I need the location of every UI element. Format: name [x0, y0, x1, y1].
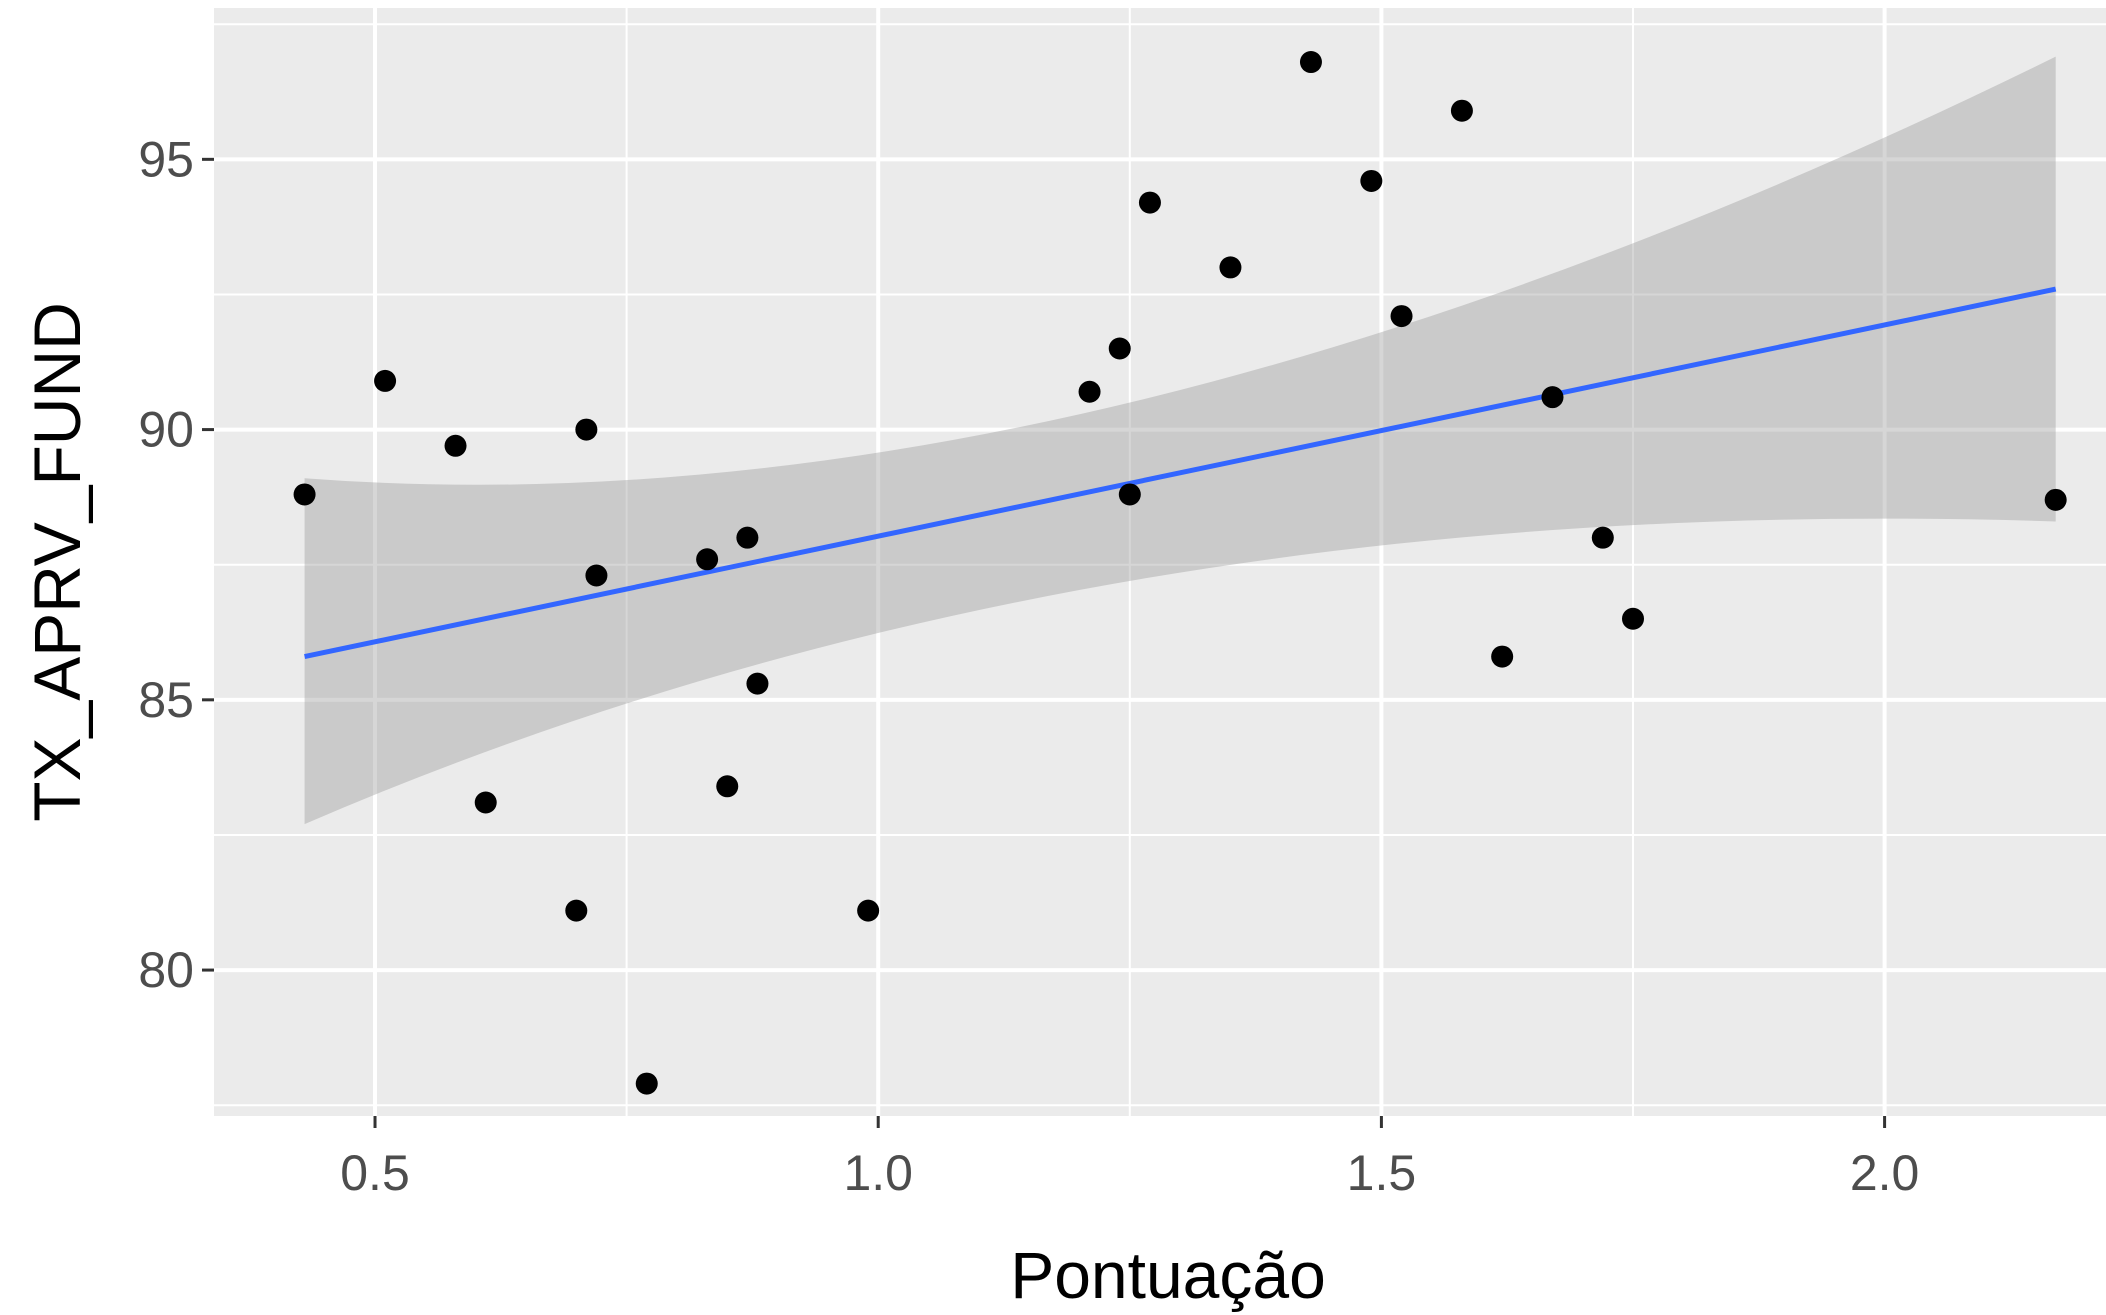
data-point — [1491, 645, 1514, 668]
y-axis: 80 85 90 95 — [138, 131, 214, 998]
x-tick-label: 1.5 — [1347, 1145, 1417, 1201]
data-point — [1450, 99, 1473, 122]
data-points — [293, 51, 2067, 1095]
x-axis-title: Pontuação — [1010, 1238, 1326, 1312]
data-point — [1118, 483, 1141, 506]
data-point — [575, 418, 598, 441]
data-point — [1108, 337, 1131, 360]
data-point — [1360, 169, 1383, 192]
confidence-band — [304, 56, 2056, 825]
data-point — [1299, 51, 1322, 74]
data-point — [293, 483, 316, 506]
data-point — [1138, 191, 1161, 214]
x-tick-label: 1.0 — [843, 1145, 913, 1201]
y-tick-label: 85 — [138, 672, 194, 728]
data-point — [444, 434, 467, 457]
regression-line — [304, 286, 2057, 660]
y-tick-label: 90 — [138, 402, 194, 458]
data-point — [746, 672, 769, 695]
data-point — [374, 369, 397, 392]
data-point — [635, 1072, 658, 1095]
x-tick-label: 2.0 — [1850, 1145, 1920, 1201]
data-point — [1541, 386, 1564, 409]
y-tick-label: 80 — [138, 942, 194, 998]
data-point — [2044, 488, 2067, 511]
data-point — [857, 899, 880, 922]
data-point — [736, 526, 759, 549]
data-point — [1622, 607, 1644, 630]
data-point — [1390, 305, 1413, 328]
data-point — [1591, 526, 1614, 549]
data-point — [1078, 380, 1101, 403]
major-gridlines — [214, 8, 2106, 1116]
data-point — [1219, 256, 1242, 279]
data-point — [716, 775, 739, 798]
y-tick-label: 95 — [138, 131, 194, 187]
data-point — [474, 791, 497, 814]
plot-panel — [214, 8, 2106, 1116]
data-point — [696, 548, 719, 571]
minor-gridlines — [214, 8, 2106, 1116]
data-point — [565, 899, 588, 922]
y-axis-title: TX_APRV_FUND — [20, 302, 94, 822]
data-point — [585, 564, 608, 587]
x-axis: 0.5 1.0 1.5 2.0 — [340, 1116, 1919, 1201]
x-tick-label: 0.5 — [340, 1145, 410, 1201]
